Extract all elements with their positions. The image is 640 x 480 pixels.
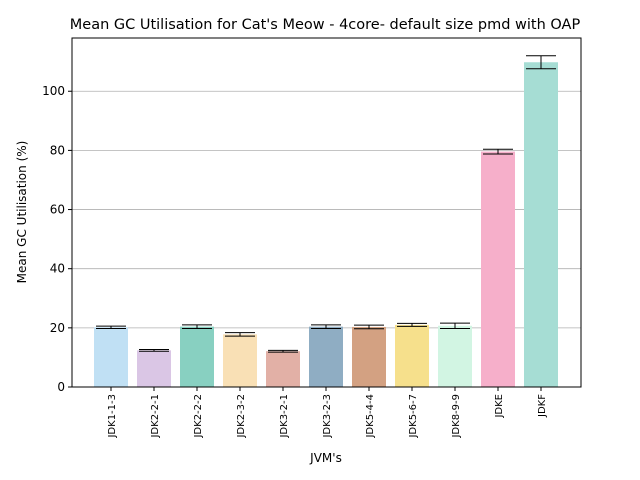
bar bbox=[266, 351, 300, 387]
x-tick-label: JDK2-2-1 bbox=[150, 394, 161, 439]
x-tick-label: JDKE bbox=[494, 394, 505, 419]
y-tick-label: 40 bbox=[50, 262, 65, 276]
y-tick-label: 80 bbox=[50, 143, 65, 157]
x-tick-label: JDK8-9-9 bbox=[451, 394, 462, 439]
x-tick-label: JDK5-4-4 bbox=[365, 394, 376, 439]
bar bbox=[524, 62, 558, 388]
x-tick-label: JDK3-2-1 bbox=[279, 394, 290, 439]
x-axis: JDK1-1-3 JDK2-2-1 JDK2-2-2 JDK2-3-2 JDK3-2-1… bbox=[107, 387, 548, 439]
x-tick-label: JDK3-2-3 bbox=[322, 394, 333, 439]
error-bars bbox=[96, 55, 556, 353]
bars bbox=[94, 62, 558, 388]
x-tick-label: JDK1-1-3 bbox=[107, 394, 118, 439]
x-tick-label: JDK2-2-2 bbox=[193, 394, 204, 439]
bar bbox=[94, 327, 128, 387]
bar bbox=[438, 325, 472, 387]
bar bbox=[223, 334, 257, 387]
x-tick-label: JDKF bbox=[537, 394, 548, 418]
bar bbox=[395, 324, 429, 387]
y-tick-label: 20 bbox=[50, 321, 65, 335]
bar bbox=[137, 350, 171, 387]
y-axis-label: Mean GC Utilisation (%) bbox=[15, 141, 29, 284]
y-axis: 0 20 40 60 80 100 bbox=[42, 84, 72, 394]
bar bbox=[180, 326, 214, 387]
x-tick-label: JDK2-3-2 bbox=[236, 394, 247, 439]
x-tick-label: JDK5-6-7 bbox=[408, 394, 419, 439]
x-axis-label: JVM's bbox=[309, 451, 342, 465]
y-tick-label: 60 bbox=[50, 203, 65, 217]
chart-title: Mean GC Utilisation for Cat's Meow - 4co… bbox=[70, 17, 581, 33]
bar bbox=[309, 326, 343, 387]
y-tick-label: 0 bbox=[57, 380, 65, 394]
bar bbox=[481, 151, 515, 387]
bar bbox=[352, 326, 386, 387]
y-tick-label: 100 bbox=[42, 84, 65, 98]
